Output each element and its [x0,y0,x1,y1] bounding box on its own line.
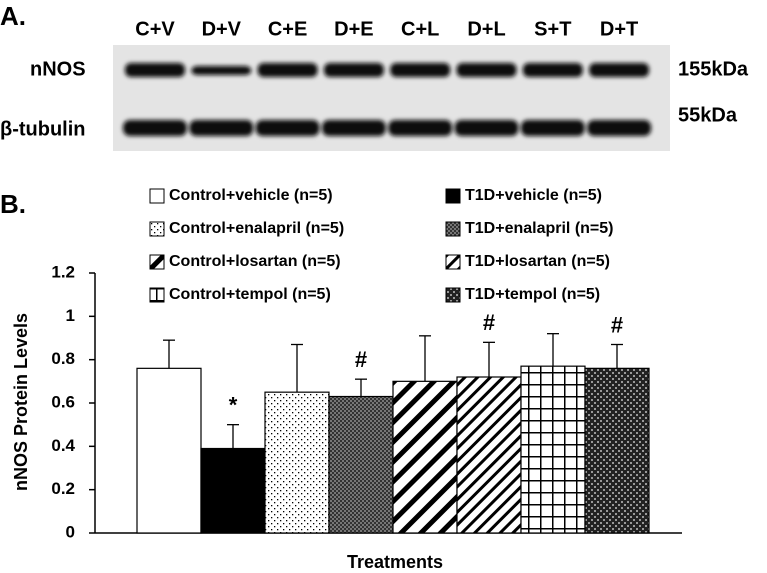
band [321,120,386,136]
legend-swatch [445,254,461,270]
size-label: 55kDa [678,104,738,126]
bar [584,367,650,534]
legend-label: Control+losartan (n=5) [169,253,341,270]
band [454,120,519,136]
band [189,120,254,136]
significance-mark: # [611,312,623,337]
band [520,120,585,136]
bar [200,447,266,534]
significance-mark: # [483,310,495,335]
band [456,63,517,77]
lane-label: S+T [534,18,571,40]
x-axis-title: Treatments [347,552,443,572]
legend-label: Control+tempol (n=5) [169,286,331,303]
legend-swatch [445,287,461,303]
bar [264,391,330,534]
lane-label: D+V [202,18,242,40]
legend-swatch [149,254,165,270]
legend-swatch [149,221,165,237]
y-tick-label: 0 [66,522,75,541]
band [587,120,652,136]
y-tick-label: 1 [66,306,75,325]
legend-label: Control+vehicle (n=5) [169,187,333,204]
band [388,120,453,136]
y-tick-label: 0.4 [51,436,75,455]
row-label: β-tubulin [0,118,86,140]
panel-label: A. [0,1,26,31]
bar [136,367,202,534]
legend-label: T1D+vehicle (n=5) [465,187,602,204]
lane-label: C+E [268,18,307,40]
blot [123,63,652,136]
band [123,120,187,136]
band [191,66,252,75]
y-tick-label: 0.6 [51,392,75,411]
y-axis-title: nNOS Protein Levels [11,313,31,491]
band [257,63,318,77]
y-tick-label: 0.8 [51,349,75,368]
y-tick-label: 1.2 [51,262,75,281]
bar [392,380,458,534]
band [255,120,320,136]
band [589,63,650,77]
y-tick-label: 0.2 [51,479,75,498]
legend-label: T1D+tempol (n=5) [465,286,600,303]
lane-label: D+L [467,18,505,40]
significance-mark: * [229,392,238,417]
legend-label: T1D+enalapril (n=5) [465,220,614,237]
lane-label: C+V [135,18,175,40]
lane-label: C+L [401,18,439,40]
panel-label: B. [0,189,26,219]
band [323,63,384,77]
bar [456,376,522,534]
bar [520,365,586,534]
band [522,63,583,77]
significance-mark: # [355,347,367,372]
size-label: 155kDa [678,58,749,80]
band [390,63,451,77]
bar [328,395,394,534]
legend-swatch [149,188,165,204]
legend-swatch [149,287,165,303]
lane-label: D+E [334,18,373,40]
legend-label: T1D+losartan (n=5) [465,253,610,270]
legend-swatch [445,221,461,237]
legend-label: Control+enalapril (n=5) [169,220,344,237]
lane-label: D+T [600,18,638,40]
band [125,63,185,77]
legend-swatch [445,188,461,204]
row-label: nNOS [30,58,86,80]
